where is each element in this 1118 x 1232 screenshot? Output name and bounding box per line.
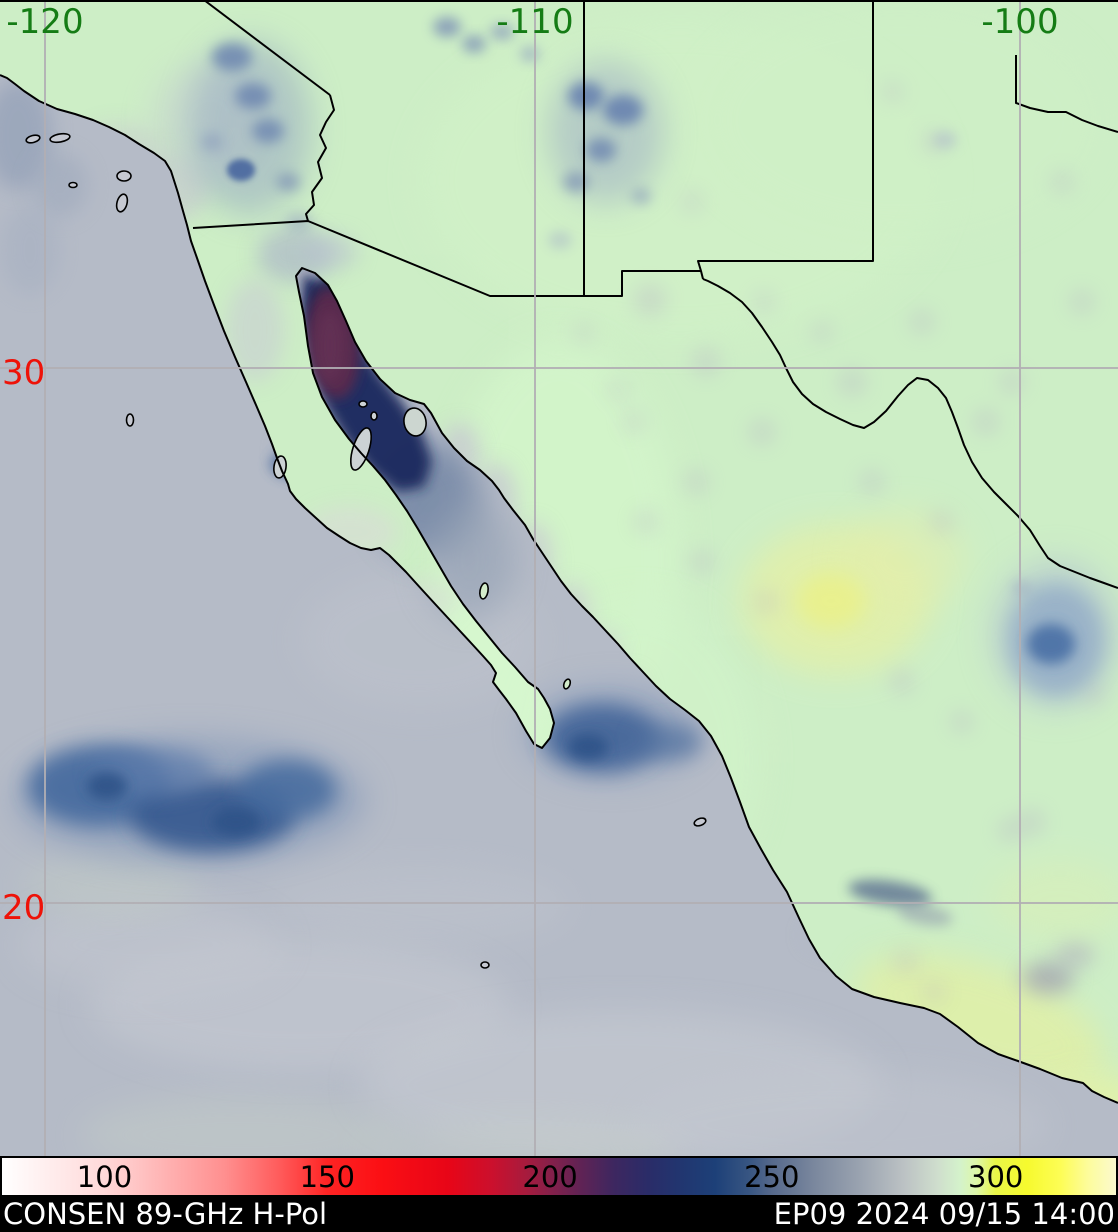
footer-bar: CONSEN 89-GHz H-Pol EP09 2024 09/15 14:0… (0, 1197, 1118, 1232)
border-nm-bootheel (584, 270, 701, 297)
latitude-label: 20 (2, 888, 45, 928)
latitude-labels: 30 20 (2, 353, 45, 928)
state-borders (192, 0, 1118, 589)
ocean-precip-blob-south (524, 686, 702, 778)
product-label: CONSEN 89-GHz H-Pol (3, 1197, 328, 1231)
longitude-label: -110 (496, 2, 573, 42)
coastline (0, 74, 1118, 1104)
border-red-river (1015, 55, 1118, 133)
colorbar: 100 150 200 250 300 (0, 1156, 1118, 1197)
land-precip-az (548, 60, 664, 249)
land-precip-coahuila (990, 558, 1118, 710)
latitude-label: 30 (2, 353, 45, 393)
colorbar-tick-label: 250 (744, 1160, 800, 1194)
colorbar-tick-label: 200 (522, 1160, 578, 1194)
top-border (0, 0, 1118, 2)
border-ca-nv (203, 0, 331, 96)
ocean-precip-band-west (15, 738, 365, 862)
satellite-map: -120 -110 -100 30 20 (0, 0, 1118, 1156)
timestamp-label: EP09 2024 09/15 14:00 (773, 1197, 1115, 1231)
border-tx-nm (697, 0, 874, 280)
colorbar-tick-label: 300 (968, 1160, 1024, 1194)
land-precip-socal (188, 40, 313, 232)
map-area: -120 -110 -100 30 20 (0, 0, 1118, 1156)
border-rio-grande (702, 278, 1118, 589)
colorbar-tick-label: 100 (76, 1160, 133, 1194)
border-colorado-river (305, 94, 335, 222)
border-us-mexico-west (192, 220, 584, 297)
colorbar-tick-label: 150 (299, 1160, 355, 1194)
longitude-labels: -120 -110 -100 (6, 2, 1058, 42)
longitude-label: -100 (981, 2, 1058, 42)
graticule (0, 0, 1118, 1156)
longitude-label: -120 (6, 2, 83, 42)
